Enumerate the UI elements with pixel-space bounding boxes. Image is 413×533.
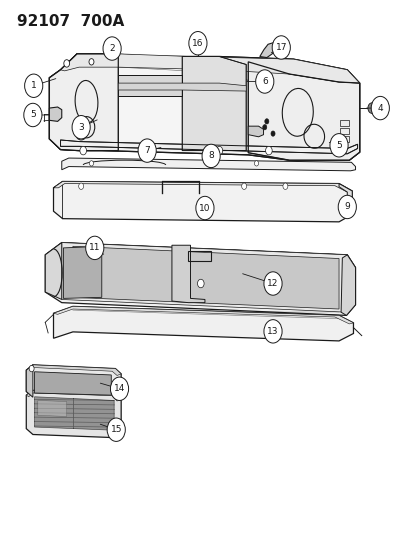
Polygon shape — [259, 42, 275, 58]
Polygon shape — [49, 107, 62, 122]
Circle shape — [89, 161, 93, 166]
Polygon shape — [45, 243, 355, 316]
Circle shape — [265, 147, 271, 155]
Circle shape — [103, 37, 121, 60]
Polygon shape — [338, 183, 351, 214]
Text: 11: 11 — [89, 244, 100, 253]
Text: 12: 12 — [267, 279, 278, 288]
Circle shape — [207, 158, 214, 167]
Polygon shape — [182, 56, 246, 151]
Text: 15: 15 — [110, 425, 122, 434]
Circle shape — [263, 320, 281, 343]
Polygon shape — [26, 390, 121, 401]
Text: 5: 5 — [30, 110, 36, 119]
Text: 17: 17 — [275, 43, 286, 52]
Text: 5: 5 — [335, 141, 341, 150]
Circle shape — [195, 42, 199, 47]
Text: 9: 9 — [344, 203, 349, 212]
Circle shape — [263, 272, 281, 295]
Polygon shape — [53, 181, 351, 192]
Circle shape — [367, 103, 375, 114]
Circle shape — [108, 38, 116, 49]
Polygon shape — [340, 255, 355, 316]
Polygon shape — [45, 243, 62, 300]
Circle shape — [110, 377, 128, 400]
Polygon shape — [26, 365, 33, 397]
Polygon shape — [45, 243, 355, 269]
Circle shape — [195, 196, 214, 220]
Polygon shape — [62, 243, 347, 312]
Polygon shape — [73, 246, 338, 309]
Circle shape — [188, 31, 206, 55]
Text: 92107  700A: 92107 700A — [17, 14, 124, 29]
Circle shape — [337, 195, 356, 219]
Bar — [191, 38, 204, 49]
Circle shape — [142, 147, 148, 155]
Polygon shape — [118, 75, 182, 96]
Circle shape — [254, 161, 258, 166]
Polygon shape — [26, 365, 121, 400]
Polygon shape — [53, 181, 351, 222]
Polygon shape — [248, 126, 263, 137]
Polygon shape — [248, 62, 359, 160]
Circle shape — [202, 144, 220, 167]
Polygon shape — [118, 83, 246, 91]
Polygon shape — [53, 306, 353, 341]
Polygon shape — [53, 306, 353, 324]
Polygon shape — [34, 372, 111, 395]
Circle shape — [138, 139, 156, 163]
Circle shape — [271, 36, 290, 59]
Circle shape — [370, 96, 389, 120]
Text: 7: 7 — [144, 146, 150, 155]
Circle shape — [216, 147, 222, 155]
Bar — [339, 128, 348, 134]
Polygon shape — [34, 397, 114, 430]
Circle shape — [264, 119, 268, 124]
Circle shape — [282, 183, 287, 189]
Text: 8: 8 — [208, 151, 214, 160]
Text: 4: 4 — [377, 103, 382, 112]
Polygon shape — [38, 400, 66, 416]
Polygon shape — [60, 140, 357, 154]
Circle shape — [85, 236, 104, 260]
Polygon shape — [26, 365, 121, 375]
Polygon shape — [62, 158, 355, 171]
Circle shape — [24, 74, 43, 98]
Polygon shape — [171, 245, 204, 303]
Circle shape — [270, 131, 274, 136]
Circle shape — [107, 418, 125, 441]
Polygon shape — [26, 390, 121, 438]
Circle shape — [24, 103, 42, 127]
Text: 2: 2 — [109, 44, 115, 53]
Text: 10: 10 — [199, 204, 210, 213]
Text: 6: 6 — [261, 77, 267, 86]
Circle shape — [29, 366, 34, 372]
Circle shape — [80, 147, 86, 155]
Polygon shape — [60, 54, 359, 83]
Text: 3: 3 — [78, 123, 84, 132]
Circle shape — [78, 183, 83, 189]
Circle shape — [64, 60, 69, 67]
Text: 16: 16 — [192, 39, 203, 48]
Bar — [188, 251, 211, 261]
Text: 1: 1 — [31, 81, 36, 90]
Circle shape — [197, 279, 204, 288]
Bar — [339, 136, 348, 142]
Text: 14: 14 — [114, 384, 125, 393]
Circle shape — [241, 183, 246, 189]
Polygon shape — [49, 54, 118, 151]
Circle shape — [72, 116, 90, 139]
Circle shape — [255, 70, 273, 93]
Circle shape — [262, 125, 266, 130]
Circle shape — [329, 134, 347, 157]
Polygon shape — [49, 54, 359, 160]
Bar — [339, 120, 348, 126]
Polygon shape — [63, 246, 102, 298]
Circle shape — [89, 59, 94, 65]
Text: 13: 13 — [267, 327, 278, 336]
